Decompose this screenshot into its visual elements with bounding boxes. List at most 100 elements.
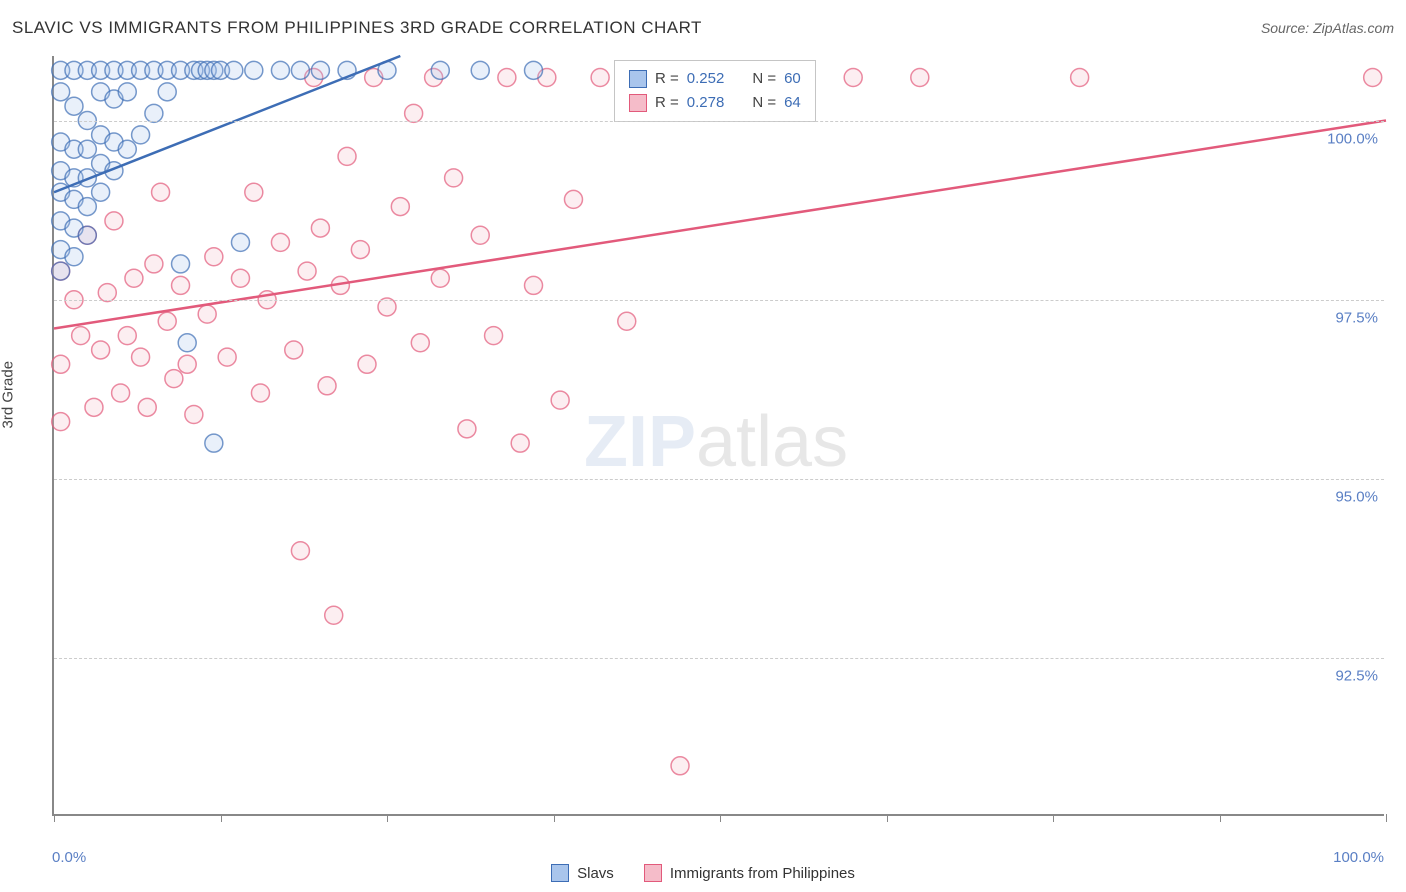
chart-title: SLAVIC VS IMMIGRANTS FROM PHILIPPINES 3R…: [12, 18, 702, 38]
data-point: [311, 61, 329, 79]
data-point: [445, 169, 463, 187]
y-tick-label: 95.0%: [1335, 489, 1378, 506]
x-tick: [1053, 814, 1054, 822]
data-point: [178, 334, 196, 352]
data-point: [485, 327, 503, 345]
data-point: [92, 341, 110, 359]
data-point: [158, 83, 176, 101]
source-link[interactable]: ZipAtlas.com: [1313, 20, 1394, 36]
data-point: [564, 190, 582, 208]
data-point: [118, 327, 136, 345]
data-point: [218, 348, 236, 366]
chart-plot-area: ZIPatlas R =0.252N =60R =0.278N =64 92.5…: [52, 56, 1384, 816]
legend-swatch: [551, 864, 569, 882]
data-point: [52, 262, 70, 280]
x-tick: [1220, 814, 1221, 822]
gridline: [54, 479, 1384, 480]
data-point: [911, 69, 929, 87]
data-point: [251, 384, 269, 402]
data-point: [844, 69, 862, 87]
data-point: [1364, 69, 1382, 87]
data-point: [78, 198, 96, 216]
data-point: [145, 255, 163, 273]
data-point: [92, 183, 110, 201]
data-point: [298, 262, 316, 280]
data-point: [245, 183, 263, 201]
data-point: [511, 434, 529, 452]
x-tick: [54, 814, 55, 822]
data-point: [311, 219, 329, 237]
chart-svg: [54, 56, 1384, 814]
legend-n-label: N =: [752, 91, 776, 115]
data-point: [351, 241, 369, 259]
data-point: [52, 413, 70, 431]
data-point: [525, 61, 543, 79]
data-point: [78, 140, 96, 158]
data-point: [172, 255, 190, 273]
series-legend-item: Slavs: [551, 864, 614, 882]
data-point: [198, 305, 216, 323]
data-point: [118, 83, 136, 101]
gridline: [54, 658, 1384, 659]
data-point: [358, 355, 376, 373]
data-point: [318, 377, 336, 395]
y-tick-label: 100.0%: [1327, 130, 1378, 147]
data-point: [158, 312, 176, 330]
data-point: [205, 248, 223, 266]
data-point: [165, 370, 183, 388]
data-point: [78, 226, 96, 244]
data-point: [105, 212, 123, 230]
data-point: [132, 348, 150, 366]
data-point: [498, 69, 516, 87]
x-tick: [720, 814, 721, 822]
legend-swatch: [629, 94, 647, 112]
data-point: [291, 61, 309, 79]
legend-r-label: R =: [655, 67, 679, 91]
data-point: [178, 355, 196, 373]
data-point: [1071, 69, 1089, 87]
series-legend: Slavs Immigrants from Philippines: [0, 864, 1406, 882]
chart-header: SLAVIC VS IMMIGRANTS FROM PHILIPPINES 3R…: [12, 18, 1394, 38]
x-tick: [387, 814, 388, 822]
data-point: [411, 334, 429, 352]
data-point: [431, 269, 449, 287]
data-point: [338, 147, 356, 165]
data-point: [618, 312, 636, 330]
data-point: [471, 226, 489, 244]
series-legend-item: Immigrants from Philippines: [644, 864, 855, 882]
correlation-legend: R =0.252N =60R =0.278N =64: [614, 60, 816, 122]
data-point: [458, 420, 476, 438]
legend-r-value: 0.278: [687, 91, 725, 115]
y-tick-label: 92.5%: [1335, 668, 1378, 685]
correlation-legend-row: R =0.278N =64: [629, 91, 801, 115]
series-legend-label: Immigrants from Philippines: [670, 865, 855, 882]
data-point: [431, 61, 449, 79]
legend-r-value: 0.252: [687, 67, 725, 91]
data-point: [172, 276, 190, 294]
legend-r-label: R =: [655, 91, 679, 115]
chart-source: Source: ZipAtlas.com: [1261, 20, 1394, 36]
x-tick: [1386, 814, 1387, 822]
series-legend-label: Slavs: [577, 865, 614, 882]
x-label-max: 100.0%: [1333, 849, 1384, 866]
data-point: [125, 269, 143, 287]
gridline: [54, 121, 1384, 122]
data-point: [52, 355, 70, 373]
x-tick: [887, 814, 888, 822]
data-point: [551, 391, 569, 409]
data-point: [231, 233, 249, 251]
data-point: [72, 327, 90, 345]
data-point: [525, 276, 543, 294]
legend-swatch: [629, 70, 647, 88]
data-point: [205, 434, 223, 452]
data-point: [225, 61, 243, 79]
data-point: [325, 606, 343, 624]
x-label-min: 0.0%: [52, 849, 86, 866]
data-point: [591, 69, 609, 87]
data-point: [231, 269, 249, 287]
data-point: [85, 398, 103, 416]
legend-n-value: 60: [784, 67, 801, 91]
data-point: [52, 83, 70, 101]
data-point: [118, 140, 136, 158]
data-point: [391, 198, 409, 216]
